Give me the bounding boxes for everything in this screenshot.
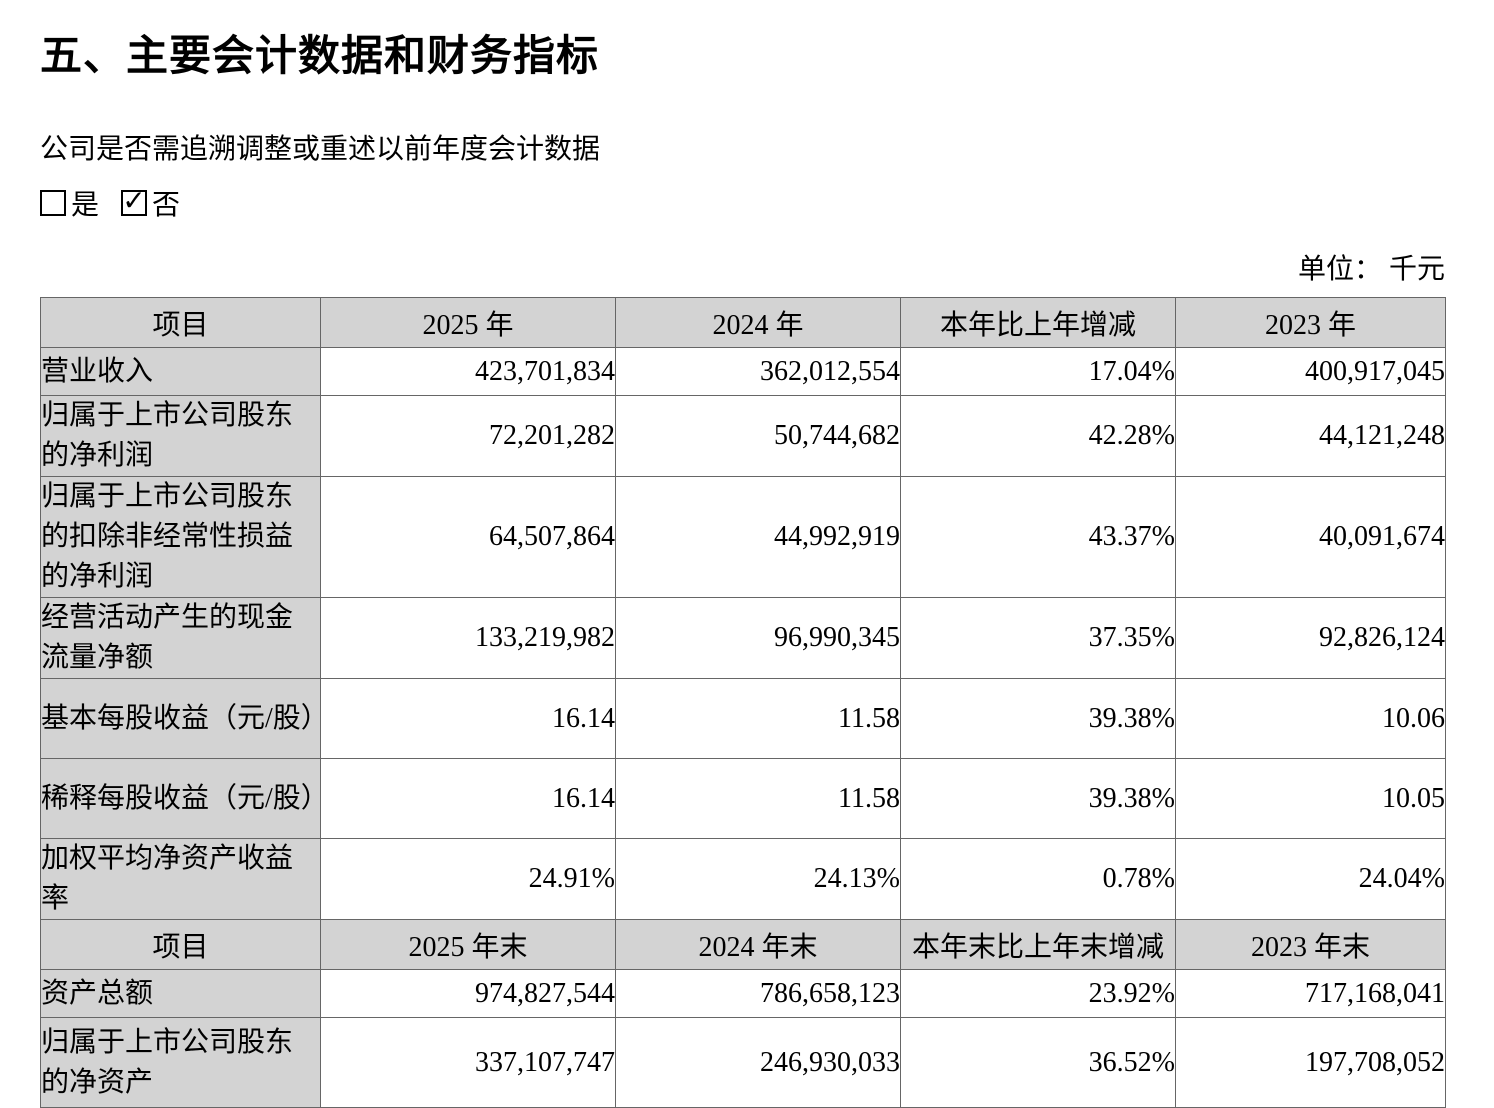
table-row-net-profit: 归属于上市公司股东的净利润 72,201,282 50,744,682 42.2… <box>40 395 1446 477</box>
checkbox-yes[interactable]: 是 <box>40 183 99 223</box>
cell-2024: 362,012,554 <box>615 347 901 396</box>
cell-2024: 246,930,033 <box>615 1017 901 1108</box>
checkbox-no-box[interactable]: ✓ <box>121 184 148 217</box>
cell-2025: 16.14 <box>320 758 616 839</box>
column-header-2025: 2025 年 <box>320 297 616 348</box>
row-label: 加权平均净资产收益率 <box>40 838 321 920</box>
cell-2024: 11.58 <box>615 758 901 839</box>
page-title: 五、主要会计数据和财务指标 <box>40 34 600 80</box>
cell-change: 39.38% <box>900 758 1176 839</box>
financial-indicators-table: 项目 2025 年 2024 年 本年比上年增减 2023 年 营业收入 423… <box>40 297 1446 1108</box>
table-header-annual: 项目 2025 年 2024 年 本年比上年增减 2023 年 <box>40 297 1446 348</box>
cell-2024: 44,992,919 <box>615 476 901 598</box>
cell-2023: 44,121,248 <box>1175 395 1446 477</box>
row-label: 归属于上市公司股东的净资产 <box>40 1017 321 1108</box>
cell-2023: 24.04% <box>1175 838 1446 920</box>
table-row-basic-eps: 基本每股收益（元/股） 16.14 11.58 39.38% 10.06 <box>40 678 1446 759</box>
checkbox-yes-box[interactable] <box>40 190 66 216</box>
cell-2025: 24.91% <box>320 838 616 920</box>
restatement-options: 是 ✓ 否 <box>40 183 1445 223</box>
table-row-diluted-eps: 稀释每股收益（元/股） 16.14 11.58 39.38% 10.05 <box>40 758 1446 839</box>
column-header-2024: 2024 年 <box>615 297 901 348</box>
row-label: 经营活动产生的现金流量净额 <box>40 597 321 679</box>
cell-change: 36.52% <box>900 1017 1176 1108</box>
restatement-question: 公司是否需追溯调整或重述以前年度会计数据 <box>40 134 601 165</box>
cell-2024: 96,990,345 <box>615 597 901 679</box>
cell-2024: 24.13% <box>615 838 901 920</box>
row-label: 营业收入 <box>40 347 321 396</box>
column-header-2023-end: 2023 年末 <box>1175 919 1446 970</box>
column-header-2023: 2023 年 <box>1175 297 1446 348</box>
cell-2023: 10.06 <box>1175 678 1446 759</box>
cell-2025: 72,201,282 <box>320 395 616 477</box>
cell-2025: 337,107,747 <box>320 1017 616 1108</box>
column-header-2024-end: 2024 年末 <box>615 919 901 970</box>
cell-change: 0.78% <box>900 838 1176 920</box>
row-label: 归属于上市公司股东的净利润 <box>40 395 321 477</box>
cell-2025: 974,827,544 <box>320 969 616 1018</box>
cell-2024: 11.58 <box>615 678 901 759</box>
row-label: 归属于上市公司股东的扣除非经常性损益的净利润 <box>40 476 321 598</box>
column-header-end-change: 本年末比上年末增减 <box>900 919 1176 970</box>
row-label: 稀释每股收益（元/股） <box>40 758 329 839</box>
cell-2023: 40,091,674 <box>1175 476 1446 598</box>
cell-change: 23.92% <box>900 969 1176 1018</box>
table-row-operating-cash-flow: 经营活动产生的现金流量净额 133,219,982 96,990,345 37.… <box>40 597 1446 679</box>
cell-2023: 92,826,124 <box>1175 597 1446 679</box>
table-row-revenue: 营业收入 423,701,834 362,012,554 17.04% 400,… <box>40 347 1446 396</box>
cell-change: 39.38% <box>900 678 1176 759</box>
checkbox-no-label: 否 <box>152 190 181 221</box>
cell-change: 37.35% <box>900 597 1176 679</box>
cell-2023: 400,917,045 <box>1175 347 1446 396</box>
check-mark-icon: ✓ <box>122 184 146 217</box>
column-header-change: 本年比上年增减 <box>900 297 1176 348</box>
column-header-item: 项目 <box>40 919 321 970</box>
checkbox-no[interactable]: ✓ 否 <box>121 183 180 223</box>
cell-2025: 423,701,834 <box>320 347 616 396</box>
cell-2025: 16.14 <box>320 678 616 759</box>
table-row-weighted-avg-roe: 加权平均净资产收益率 24.91% 24.13% 0.78% 24.04% <box>40 838 1446 920</box>
unit-label: 单位： 千元 <box>1297 254 1445 285</box>
column-header-item: 项目 <box>40 297 321 348</box>
cell-2023: 717,168,041 <box>1175 969 1446 1018</box>
cell-2024: 786,658,123 <box>615 969 901 1018</box>
cell-change: 17.04% <box>900 347 1176 396</box>
column-header-2025-end: 2025 年末 <box>320 919 616 970</box>
cell-2023: 197,708,052 <box>1175 1017 1446 1108</box>
cell-2024: 50,744,682 <box>615 395 901 477</box>
table-row-total-assets: 资产总额 974,827,544 786,658,123 23.92% 717,… <box>40 969 1446 1018</box>
table-header-year-end: 项目 2025 年末 2024 年末 本年末比上年末增减 2023 年末 <box>40 919 1446 970</box>
cell-2025: 133,219,982 <box>320 597 616 679</box>
row-label: 基本每股收益（元/股） <box>40 678 329 759</box>
cell-2023: 10.05 <box>1175 758 1446 839</box>
table-row-net-assets: 归属于上市公司股东的净资产 337,107,747 246,930,033 36… <box>40 1017 1446 1108</box>
cell-change: 43.37% <box>900 476 1176 598</box>
checkbox-yes-label: 是 <box>71 190 100 221</box>
row-label: 资产总额 <box>40 969 321 1018</box>
cell-change: 42.28% <box>900 395 1176 477</box>
cell-2025: 64,507,864 <box>320 476 616 598</box>
table-row-net-profit-excl-nonrecurring: 归属于上市公司股东的扣除非经常性损益的净利润 64,507,864 44,992… <box>40 476 1446 598</box>
